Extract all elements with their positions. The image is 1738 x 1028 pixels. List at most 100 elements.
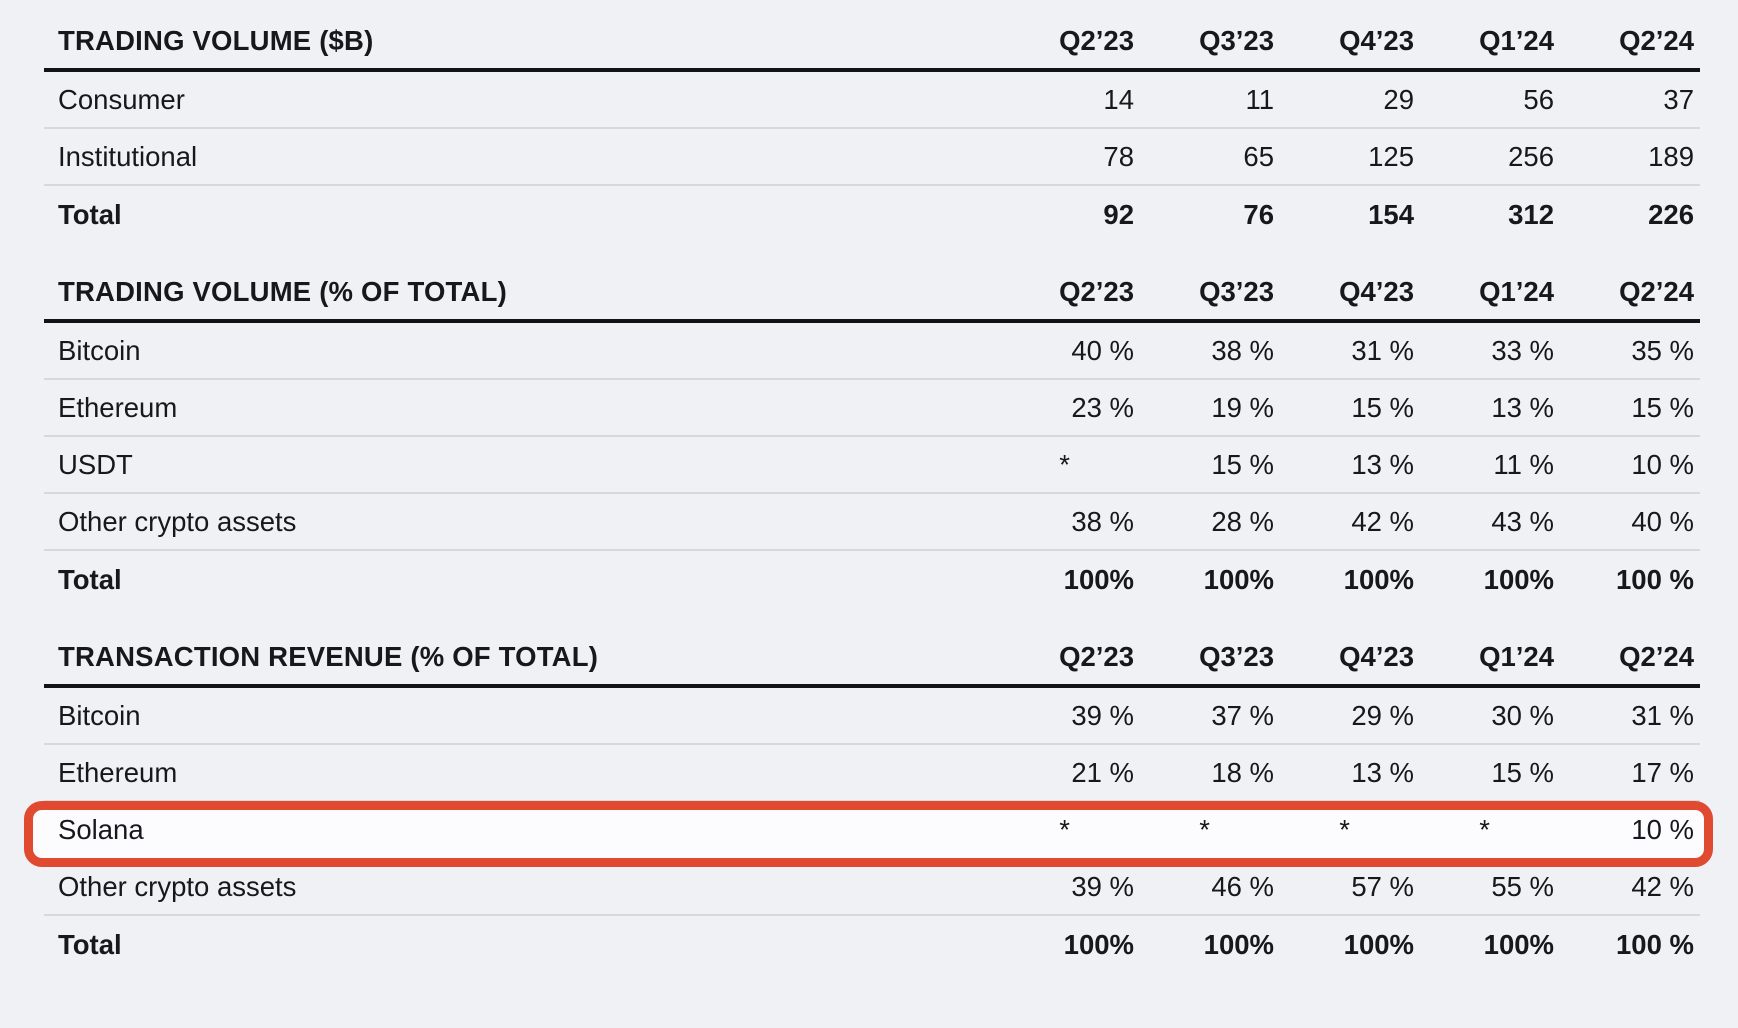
cell-value: 11 % bbox=[1493, 448, 1554, 480]
cell-value: * bbox=[1479, 813, 1490, 845]
cell-value: * bbox=[1339, 813, 1350, 845]
row-label: Other crypto assets bbox=[58, 870, 297, 902]
cell-value: 15 % bbox=[1211, 448, 1274, 480]
cell-value: 15 % bbox=[1491, 756, 1554, 788]
highlight-annotation-box bbox=[24, 801, 1713, 867]
financial-table: TRADING VOLUME ($B) Q2’23 Q3’23 Q4’23 Q1’24 Q… bbox=[24, 14, 1713, 973]
column-header: Q3’23 bbox=[1199, 276, 1274, 307]
row-label: Solana bbox=[58, 813, 144, 845]
cell-value: 15 % bbox=[1351, 391, 1414, 423]
cell-value: 76 bbox=[1243, 198, 1274, 230]
cell-value: 46 % bbox=[1211, 870, 1274, 902]
cell-value: 100% bbox=[1483, 563, 1554, 595]
cell-value: 10 % bbox=[1631, 448, 1694, 480]
cell-value: 78 bbox=[1103, 140, 1134, 172]
cell-value: 312 bbox=[1508, 198, 1554, 230]
column-header: Q1’24 bbox=[1479, 276, 1554, 307]
cell-value: 154 bbox=[1368, 198, 1414, 230]
table-section-2: TRADING VOLUME (% OF TOTAL) Q2’23 Q3’23 Q4’… bbox=[44, 265, 1700, 608]
cell-value: 100% bbox=[1343, 563, 1414, 595]
financial-metrics-page: TRADING VOLUME ($B) Q2’23 Q3’23 Q4’23 Q1’24 Q… bbox=[24, 14, 1713, 973]
cell-value: * bbox=[1199, 813, 1210, 845]
cell-value: 31 % bbox=[1631, 699, 1694, 731]
cell-value: 15 % bbox=[1631, 391, 1694, 423]
cell-value: 189 bbox=[1648, 140, 1694, 172]
column-header: Q2’23 bbox=[1059, 25, 1134, 56]
row-label: USDT bbox=[58, 448, 133, 480]
table-row: Bitcoin 40 % 38 % 31 % 33 % 35 % bbox=[44, 323, 1700, 380]
table-section-1: TRADING VOLUME ($B) Q2’23 Q3’23 Q4’23 Q1’24 Q… bbox=[44, 14, 1700, 243]
column-header: Q2’24 bbox=[1619, 641, 1694, 672]
section-title: TRADING VOLUME (% OF TOTAL) bbox=[58, 276, 507, 307]
column-header: Q4’23 bbox=[1339, 25, 1414, 56]
cell-value: 39 % bbox=[1071, 870, 1134, 902]
table-row: Ethereum 21 % 18 % 13 % 15 % 17 % bbox=[44, 745, 1700, 802]
table-row: Consumer 14 11 29 56 37 bbox=[44, 72, 1700, 129]
cell-value: 38 % bbox=[1071, 505, 1134, 537]
cell-value: 42 % bbox=[1351, 505, 1414, 537]
row-label: Other crypto assets bbox=[58, 505, 297, 537]
section-header-row: TRADING VOLUME ($B) Q2’23 Q3’23 Q4’23 Q1’24 Q… bbox=[44, 14, 1700, 72]
cell-value: 39 % bbox=[1071, 699, 1134, 731]
table-row: Total 100% 100% 100% 100% 100 % bbox=[44, 916, 1700, 973]
cell-value: 100 % bbox=[1616, 563, 1694, 595]
cell-value: 31 % bbox=[1351, 334, 1414, 366]
table-row: Other crypto assets 38 % 28 % 42 % 43 % 40 % bbox=[44, 494, 1700, 551]
cell-value: 100 % bbox=[1616, 928, 1694, 960]
row-label: Total bbox=[58, 198, 122, 230]
table-section-3: TRANSACTION REVENUE (% OF TOTAL) Q2’23 Q3’… bbox=[24, 630, 1713, 973]
row-label: Ethereum bbox=[58, 391, 178, 423]
cell-value: 29 % bbox=[1351, 699, 1414, 731]
column-header: Q2’23 bbox=[1059, 641, 1134, 672]
cell-value: 43 % bbox=[1491, 505, 1554, 537]
column-header: Q4’23 bbox=[1339, 641, 1414, 672]
cell-value: 13 % bbox=[1351, 448, 1414, 480]
cell-value: 14 bbox=[1103, 83, 1134, 115]
cell-value: 37 % bbox=[1211, 699, 1274, 731]
table-row: Institutional 78 65 125 256 189 bbox=[44, 129, 1700, 186]
cell-value: 10 % bbox=[1631, 813, 1694, 845]
cell-value: 38 % bbox=[1211, 334, 1274, 366]
column-header: Q1’24 bbox=[1479, 641, 1554, 672]
cell-value: 33 % bbox=[1491, 334, 1554, 366]
cell-value: 100% bbox=[1063, 928, 1134, 960]
cell-value: 100% bbox=[1203, 928, 1274, 960]
cell-value: 17 % bbox=[1631, 756, 1694, 788]
column-header: Q4’23 bbox=[1339, 276, 1414, 307]
cell-value: 35 % bbox=[1631, 334, 1694, 366]
column-header: Q2’23 bbox=[1059, 276, 1134, 307]
row-label: Institutional bbox=[58, 140, 198, 172]
cell-value: 226 bbox=[1648, 198, 1694, 230]
cell-value: * bbox=[1059, 448, 1070, 480]
column-header: Q1’24 bbox=[1479, 25, 1554, 56]
cell-value: 28 % bbox=[1211, 505, 1274, 537]
cell-value: 40 % bbox=[1631, 505, 1694, 537]
column-header: Q2’24 bbox=[1619, 276, 1694, 307]
row-label: Ethereum bbox=[58, 756, 178, 788]
row-label: Bitcoin bbox=[58, 334, 141, 366]
table-row: Other crypto assets 39 % 46 % 57 % 55 % 42 % bbox=[44, 859, 1700, 916]
cell-value: 100% bbox=[1203, 563, 1274, 595]
cell-value: 18 % bbox=[1211, 756, 1274, 788]
section-header-row: TRANSACTION REVENUE (% OF TOTAL) Q2’23 Q3’… bbox=[44, 630, 1700, 688]
section-title: TRADING VOLUME ($B) bbox=[58, 25, 374, 56]
column-header: Q2’24 bbox=[1619, 25, 1694, 56]
table-row: Bitcoin 39 % 37 % 29 % 30 % 31 % bbox=[44, 688, 1700, 745]
cell-value: 57 % bbox=[1351, 870, 1414, 902]
cell-value: 13 % bbox=[1491, 391, 1554, 423]
cell-value: 256 bbox=[1508, 140, 1554, 172]
cell-value: 100% bbox=[1063, 563, 1134, 595]
table-row-highlighted: Solana * * * * 10 % bbox=[24, 801, 1713, 867]
cell-value: 56 bbox=[1523, 83, 1554, 115]
cell-value: 55 % bbox=[1491, 870, 1554, 902]
cell-value: 23 % bbox=[1071, 391, 1134, 423]
cell-value: 40 % bbox=[1071, 334, 1134, 366]
cell-value: 19 % bbox=[1211, 391, 1274, 423]
table-row: Total 100% 100% 100% 100% 100 % bbox=[44, 551, 1700, 608]
row-label: Consumer bbox=[58, 83, 185, 115]
table-row: Total 92 76 154 312 226 bbox=[44, 186, 1700, 243]
cell-value: 37 bbox=[1663, 83, 1694, 115]
cell-value: 100% bbox=[1343, 928, 1414, 960]
row-label: Total bbox=[58, 928, 122, 960]
cell-value: 100% bbox=[1483, 928, 1554, 960]
